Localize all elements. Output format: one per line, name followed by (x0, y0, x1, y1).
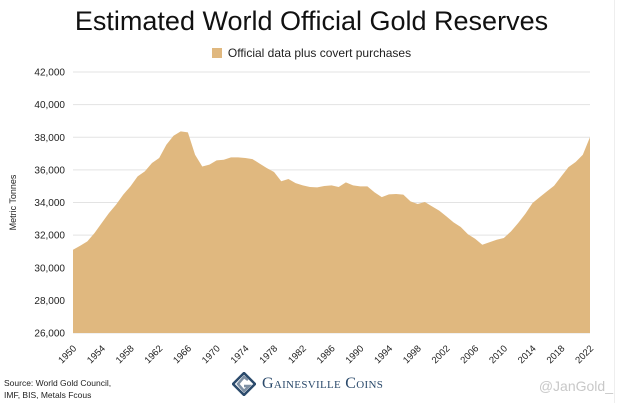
x-tick-label: 1954 (85, 343, 108, 366)
x-tick-label: 1958 (114, 343, 137, 366)
y-tick-label: 32,000 (34, 231, 65, 242)
watermark: @JanGold_ (538, 378, 613, 394)
source-line-2: IMF, BIS, Metals Fcous (4, 390, 92, 400)
source-line-1: Source: World Gold Council, (4, 378, 112, 388)
x-tick-label: 1982 (286, 343, 309, 366)
y-tick-label: 42,000 (34, 68, 65, 79)
y-tick-label: 28,000 (34, 296, 65, 307)
x-tick-label: 1974 (229, 343, 252, 366)
x-tick-label: 2006 (459, 343, 482, 366)
y-tick-label: 30,000 (34, 263, 65, 274)
source-note: Source: World Gold Council, IMF, BIS, Me… (4, 377, 111, 401)
y-tick-label: 38,000 (34, 133, 65, 144)
legend-swatch (211, 48, 222, 58)
x-tick-label: 1998 (401, 343, 424, 366)
y-tick-label: 40,000 (34, 100, 65, 111)
x-tick-label: 1978 (257, 343, 280, 366)
x-tick-label: 1990 (344, 343, 367, 366)
x-tick-label: 1966 (171, 343, 194, 366)
logo: Gainesville Coins (232, 372, 383, 396)
area-series (73, 131, 590, 333)
chart-title: Estimated World Official Gold Reserves (74, 6, 549, 36)
x-tick-label: 1950 (56, 343, 79, 366)
y-tick-label: 36,000 (34, 165, 65, 176)
divider (614, 0, 615, 403)
y-tick-label: 34,000 (34, 198, 65, 209)
x-tick-label: 2010 (487, 343, 510, 366)
gainesville-logo-icon (232, 372, 256, 396)
x-tick-label: 2022 (573, 343, 596, 366)
logo-text: Gainesville Coins (262, 375, 384, 392)
x-tick-label: 1986 (315, 343, 338, 366)
y-tick-label: 26,000 (34, 329, 65, 340)
x-tick-label: 1994 (372, 343, 395, 366)
x-tick-label: 1962 (143, 343, 166, 366)
x-tick-label: 2014 (516, 343, 539, 366)
legend-label: Official data plus covert purchases (227, 46, 412, 60)
legend: Official data plus covert purchases (0, 46, 623, 60)
y-axis-label: Metric Tonnes (8, 174, 18, 230)
x-tick-label: 1970 (200, 343, 223, 366)
x-tick-label: 2002 (430, 343, 453, 366)
x-tick-label: 2018 (545, 343, 568, 366)
